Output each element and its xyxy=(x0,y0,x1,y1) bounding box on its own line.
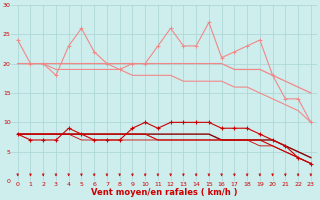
X-axis label: Vent moyen/en rafales ( km/h ): Vent moyen/en rafales ( km/h ) xyxy=(91,188,237,197)
